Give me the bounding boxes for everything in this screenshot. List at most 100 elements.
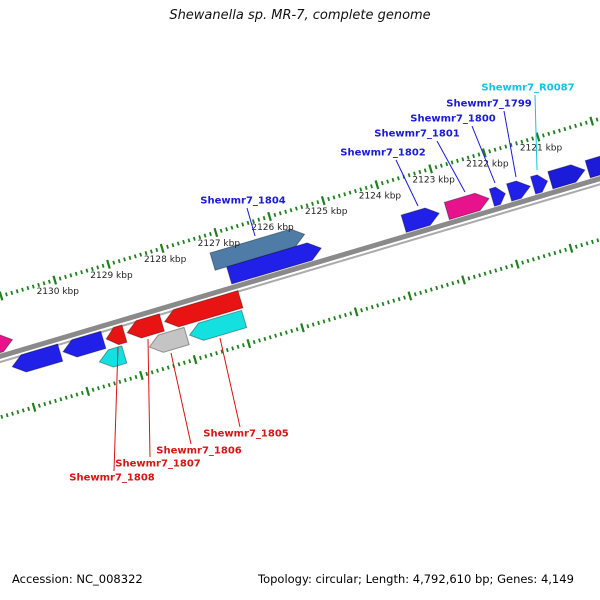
ruler-minor-tick [21, 287, 24, 292]
ruler-minor-tick [113, 381, 116, 386]
ruler-minor-tick [580, 242, 584, 248]
ruler-minor-tick [107, 382, 111, 388]
ruler-minor-tick [445, 161, 449, 167]
ruler-minor-tick [252, 219, 255, 224]
ruler-minor-tick [199, 355, 202, 361]
ruler-minor-tick [488, 149, 492, 154]
ruler-minor-tick [75, 392, 79, 397]
gene-arrow-shewmr7-1804[interactable] [209, 226, 307, 271]
ruler-minor-tick [456, 279, 460, 284]
ruler-minor-tick [574, 123, 577, 128]
ruler-minor-tick [54, 398, 57, 403]
ruler-minor-tick [149, 249, 153, 254]
gene-arrow-g12[interactable] [60, 330, 107, 360]
ruler-minor-tick [472, 154, 475, 159]
ruler-minor-tick [204, 354, 208, 359]
ruler-minor-tick [558, 128, 561, 133]
gene-arrow-shewmr7-1807[interactable] [125, 313, 165, 341]
ruler-minor-tick [403, 295, 406, 300]
ruler-minor-tick [499, 266, 503, 271]
ruler-minor-tick [316, 200, 320, 205]
ruler-minor-tick [493, 147, 497, 152]
gene-arrow-g15[interactable] [162, 289, 244, 331]
gene-arrow-g10[interactable] [584, 148, 600, 179]
ruler-minor-tick [27, 406, 31, 411]
gene-arrow-shewmr7-1802[interactable] [400, 205, 442, 233]
ruler-minor-tick [424, 289, 428, 294]
ruler-minor-tick [133, 254, 137, 259]
ruler-minor-tick [274, 333, 278, 338]
ruler-minor-tick [257, 217, 261, 222]
ruler-minor-tick [80, 390, 84, 396]
ruler-minor-tick [97, 386, 100, 391]
label-leader-line [246, 207, 256, 237]
gene-arrow-shewmr7-1806[interactable] [147, 326, 190, 355]
ruler-major-tick [300, 323, 305, 333]
ruler-minor-tick [531, 257, 535, 262]
ruler-minor-tick [129, 376, 133, 381]
ruler-major-tick [85, 386, 91, 397]
gene-arrow-shewmr7-1801[interactable] [443, 190, 491, 221]
ruler-major-tick [159, 243, 165, 253]
ruler-minor-tick [0, 414, 4, 419]
ruler-minor-tick [489, 270, 492, 275]
ruler-minor-tick [64, 274, 67, 280]
ruler-minor-tick [525, 138, 529, 143]
ruler-major-tick [568, 243, 574, 253]
ruler-minor-tick [365, 306, 369, 311]
ruler-minor-tick [10, 290, 14, 295]
ruler-minor-tick [451, 281, 455, 286]
ruler-minor-tick [510, 263, 514, 268]
ruler-minor-tick [118, 379, 122, 384]
ruler-minor-tick [305, 203, 309, 208]
ruler-minor-tick [47, 279, 51, 284]
label-leader-line [471, 125, 496, 184]
ruler-minor-tick [215, 351, 218, 356]
gene-arrow-g11[interactable] [10, 343, 64, 375]
ruler-minor-tick [349, 311, 353, 316]
ruler-minor-tick [520, 139, 524, 144]
gene-arrow-shewmr7-1805[interactable] [187, 309, 248, 343]
ruler-major-tick [267, 211, 272, 222]
ruler-minor-tick [413, 292, 417, 297]
gene-arrow-g1[interactable] [0, 331, 15, 362]
ruler-minor-tick [504, 144, 508, 149]
label-leader-line [503, 110, 517, 178]
ruler-minor-tick [338, 314, 342, 319]
ruler-minor-tick [70, 394, 73, 399]
ruler-major-tick [374, 180, 380, 190]
gene-arrow-shewmr7-r0087[interactable] [529, 172, 550, 195]
gene-arrow-g16[interactable] [97, 345, 128, 371]
ruler-minor-tick [58, 276, 62, 281]
gene-arrow-shewmr7-1800[interactable] [488, 185, 508, 207]
ruler-minor-tick [450, 160, 454, 165]
gene-arrow-shewmr7-1799[interactable] [505, 178, 533, 202]
ruler-minor-tick [263, 336, 267, 341]
ruler-minor-tick [333, 316, 337, 321]
ruler-minor-tick [268, 335, 272, 340]
ruler-minor-tick [386, 300, 390, 305]
ruler-minor-tick [278, 211, 282, 216]
ruler-minor-tick [466, 155, 470, 160]
ruler-minor-tick [59, 397, 63, 402]
ruler-minor-tick [537, 255, 541, 260]
gene-arrow-shewmr7-1808[interactable] [104, 324, 128, 348]
ruler-minor-tick [37, 403, 41, 408]
ruler-major-tick [320, 196, 326, 206]
ruler-minor-tick [547, 131, 551, 136]
ruler-minor-tick [284, 330, 288, 335]
ruler-minor-tick [161, 367, 165, 372]
ruler-major-tick [246, 339, 252, 349]
ruler-minor-tick [505, 265, 508, 270]
gene-arrow-g9[interactable] [547, 161, 588, 190]
ruler-minor-tick [317, 320, 320, 326]
label-leader-line [534, 94, 538, 171]
gene-label-shewmr7-1800: Shewmr7_1800 [410, 114, 496, 125]
label-leader-line [436, 140, 466, 193]
label-leader-line [147, 338, 151, 458]
ruler-label: 2126 kbp [251, 223, 294, 233]
ruler-minor-tick [26, 286, 30, 291]
ruler-minor-tick [542, 254, 546, 259]
ruler-minor-tick [279, 332, 283, 337]
ruler-minor-tick [477, 152, 481, 157]
